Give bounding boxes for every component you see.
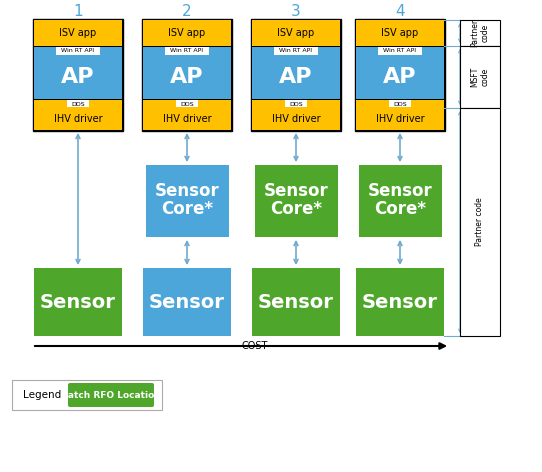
- Bar: [252, 99, 340, 108]
- Bar: [252, 268, 340, 336]
- Bar: [356, 268, 444, 336]
- Bar: [143, 99, 231, 100]
- Text: AP: AP: [170, 67, 204, 87]
- Text: DDS: DDS: [71, 101, 85, 107]
- Bar: [34, 99, 122, 108]
- Text: AP: AP: [61, 67, 95, 87]
- Bar: [255, 165, 338, 237]
- Bar: [143, 99, 231, 108]
- Text: ISV app: ISV app: [382, 28, 418, 38]
- Bar: [12, 380, 162, 410]
- Text: 4: 4: [395, 5, 405, 19]
- Text: Sensor: Sensor: [263, 182, 328, 200]
- Text: DDS: DDS: [393, 101, 407, 107]
- Bar: [460, 46, 500, 108]
- Text: Win RT API: Win RT API: [170, 49, 204, 53]
- Text: MSFT
code: MSFT code: [470, 67, 490, 87]
- Bar: [143, 20, 231, 46]
- Bar: [34, 108, 122, 130]
- Text: DDS: DDS: [180, 101, 194, 107]
- Text: Sensor: Sensor: [154, 182, 220, 200]
- Text: IHV driver: IHV driver: [272, 114, 320, 124]
- Text: ISV app: ISV app: [169, 28, 205, 38]
- Bar: [460, 20, 500, 46]
- Text: Sensor: Sensor: [40, 293, 116, 312]
- Bar: [143, 108, 231, 130]
- Bar: [358, 165, 442, 237]
- Text: ISV app: ISV app: [278, 28, 314, 38]
- Bar: [355, 19, 445, 131]
- Bar: [143, 55, 231, 99]
- Text: Win RT API: Win RT API: [61, 49, 94, 53]
- Bar: [252, 46, 340, 47]
- Bar: [378, 47, 422, 54]
- Bar: [142, 19, 232, 131]
- Bar: [356, 46, 444, 55]
- Text: AP: AP: [383, 67, 417, 87]
- Text: Partner
code: Partner code: [470, 19, 490, 47]
- Text: 2: 2: [182, 5, 192, 19]
- Bar: [251, 19, 341, 131]
- Text: 1: 1: [73, 5, 83, 19]
- Text: IHV driver: IHV driver: [163, 114, 211, 124]
- Bar: [274, 47, 318, 54]
- Bar: [143, 46, 231, 55]
- Bar: [145, 165, 229, 237]
- Bar: [165, 47, 209, 54]
- Bar: [252, 99, 340, 100]
- Bar: [34, 99, 122, 100]
- Bar: [285, 100, 307, 107]
- FancyBboxPatch shape: [68, 383, 154, 407]
- Bar: [34, 46, 122, 55]
- Bar: [34, 55, 122, 99]
- Text: IHV driver: IHV driver: [376, 114, 424, 124]
- Text: ISV app: ISV app: [60, 28, 96, 38]
- Text: Legend: Legend: [23, 390, 61, 400]
- Bar: [252, 20, 340, 46]
- Bar: [143, 268, 231, 336]
- Text: Sensor: Sensor: [258, 293, 334, 312]
- Bar: [252, 108, 340, 130]
- Bar: [356, 108, 444, 130]
- Text: COST: COST: [242, 341, 268, 351]
- Text: IHV driver: IHV driver: [54, 114, 102, 124]
- Text: Win RT API: Win RT API: [383, 49, 417, 53]
- Text: DDS: DDS: [289, 101, 303, 107]
- Bar: [34, 20, 122, 46]
- Bar: [176, 100, 198, 107]
- Text: Batch RFO Location: Batch RFO Location: [61, 390, 161, 399]
- Bar: [252, 46, 340, 55]
- Text: Win RT API: Win RT API: [280, 49, 313, 53]
- Text: AP: AP: [279, 67, 313, 87]
- Text: Partner code: Partner code: [475, 198, 485, 246]
- Text: Core*: Core*: [161, 200, 213, 218]
- Bar: [389, 100, 411, 107]
- Bar: [356, 20, 444, 46]
- Text: Core*: Core*: [270, 200, 322, 218]
- Bar: [356, 99, 444, 108]
- Bar: [33, 19, 123, 131]
- Bar: [143, 46, 231, 47]
- Bar: [56, 47, 100, 54]
- Text: Sensor: Sensor: [149, 293, 225, 312]
- Text: Sensor: Sensor: [362, 293, 438, 312]
- Bar: [34, 46, 122, 47]
- Bar: [460, 108, 500, 336]
- Text: Core*: Core*: [374, 200, 426, 218]
- Bar: [252, 55, 340, 99]
- Bar: [34, 268, 122, 336]
- Bar: [67, 100, 89, 107]
- Bar: [356, 55, 444, 99]
- Text: Sensor: Sensor: [367, 182, 433, 200]
- Bar: [356, 46, 444, 47]
- Text: 3: 3: [291, 5, 301, 19]
- Bar: [356, 99, 444, 100]
